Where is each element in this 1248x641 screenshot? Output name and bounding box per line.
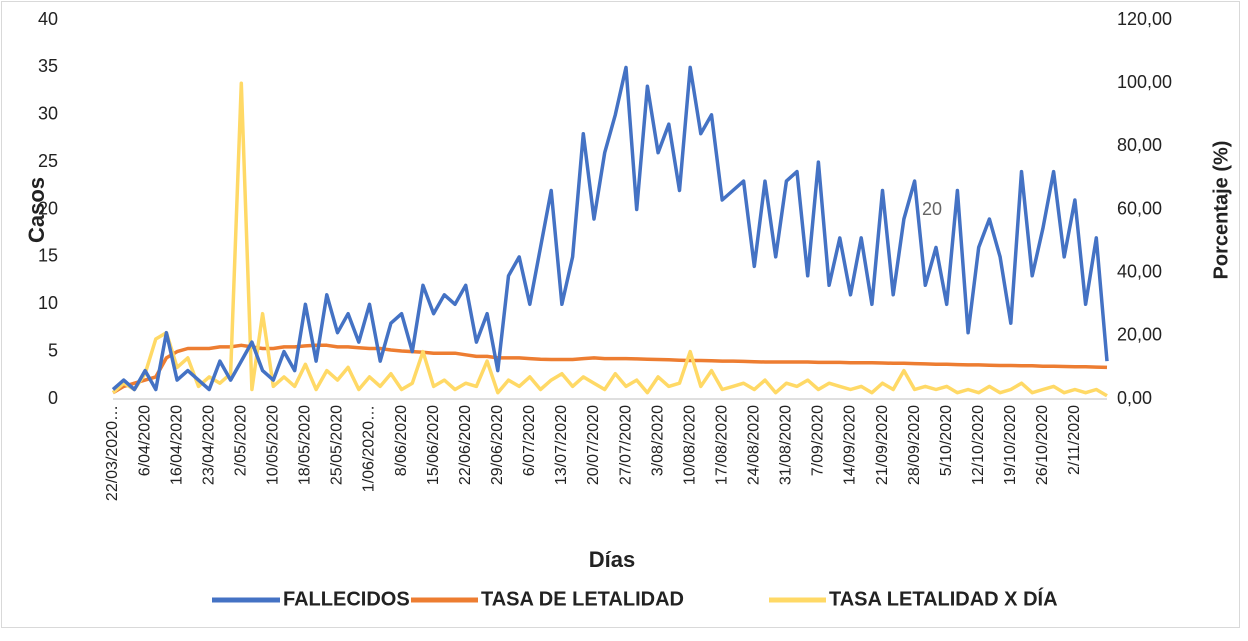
legend-label: TASA LETALIDAD X DÍA <box>829 587 1058 610</box>
x-tick-label: 17/08/2020 <box>713 405 730 485</box>
y-tick-label: 30 <box>38 104 58 124</box>
y-tick-label: 35 <box>38 56 58 76</box>
y-tick-label: 25 <box>38 151 58 171</box>
x-tick-label: 10/05/2020 <box>265 405 282 485</box>
x-tick-label: 6/07/2020 <box>521 405 538 476</box>
y2-tick-label: 80,00 <box>1117 135 1162 155</box>
x-tick-label: 6/04/2020 <box>136 405 153 476</box>
y2-axis-title: Porcentaje (%) <box>1210 141 1232 280</box>
legend-label: TASA DE LETALIDAD <box>481 588 684 610</box>
x-tick-label: 2/11/2020 <box>1066 405 1083 475</box>
x-tick-label: 28/09/2020 <box>906 405 923 485</box>
x-tick-label: 1/06/2020… <box>361 405 378 492</box>
x-tick-label: 25/05/2020 <box>329 405 346 485</box>
x-tick-label: 13/07/2020 <box>553 405 570 485</box>
x-tick-label: 31/08/2020 <box>778 405 795 485</box>
data-line <box>112 343 1108 395</box>
y2-tick-label: 40,00 <box>1117 261 1162 281</box>
x-tick-label: 19/10/2020 <box>1002 405 1019 485</box>
y2-tick-label: 120,00 <box>1117 9 1172 29</box>
x-tick-label: 26/10/2020 <box>1034 405 1051 485</box>
x-tick-label: 15/06/2020 <box>425 405 442 485</box>
x-tick-label: 20/07/2020 <box>585 405 602 485</box>
x-tick-label: 22/06/2020 <box>457 405 474 485</box>
x-tick-label: 2/05/2020 <box>232 405 249 476</box>
x-tick-label: 21/09/2020 <box>874 405 891 485</box>
x-tick-label: 24/08/2020 <box>746 405 763 485</box>
x-axis-title: Días <box>589 547 635 572</box>
x-tick-label: 18/05/2020 <box>297 405 314 485</box>
x-tick-label: 22/03/2020… <box>104 405 121 501</box>
y-tick-label: 10 <box>38 293 58 313</box>
x-tick-label: 23/04/2020 <box>200 405 217 485</box>
y-tick-label: 20 <box>38 198 58 218</box>
x-tick-label: 27/07/2020 <box>617 405 634 485</box>
annotation: 20 <box>922 199 942 219</box>
x-tick-label: 3/08/2020 <box>649 405 666 476</box>
y2-tick-label: 20,00 <box>1117 325 1162 345</box>
x-tick-label: 8/06/2020 <box>393 405 410 476</box>
chart-frame <box>1 1 1240 628</box>
y-tick-label: 40 <box>38 9 58 29</box>
y2-tick-label: 0,00 <box>1117 388 1152 408</box>
y-axis-title: Casos <box>24 177 49 243</box>
y-tick-label: 0 <box>48 388 58 408</box>
x-tick-label: 10/08/2020 <box>681 405 698 485</box>
x-tick-label: 7/09/2020 <box>810 405 827 476</box>
x-tick-label: 16/04/2020 <box>168 405 185 485</box>
y2-tick-label: 100,00 <box>1117 72 1172 92</box>
data-line <box>111 65 1109 392</box>
y-tick-label: 5 <box>48 340 58 360</box>
data-line <box>111 81 1108 398</box>
y-tick-label: 15 <box>38 246 58 266</box>
y2-tick-label: 60,00 <box>1117 198 1162 218</box>
legend-label: FALLECIDOS <box>283 588 410 610</box>
x-tick-label: 29/06/2020 <box>489 405 506 485</box>
x-tick-label: 14/09/2020 <box>842 405 859 485</box>
x-tick-label: 5/10/2020 <box>938 405 955 476</box>
x-tick-label: 12/10/2020 <box>970 405 987 485</box>
